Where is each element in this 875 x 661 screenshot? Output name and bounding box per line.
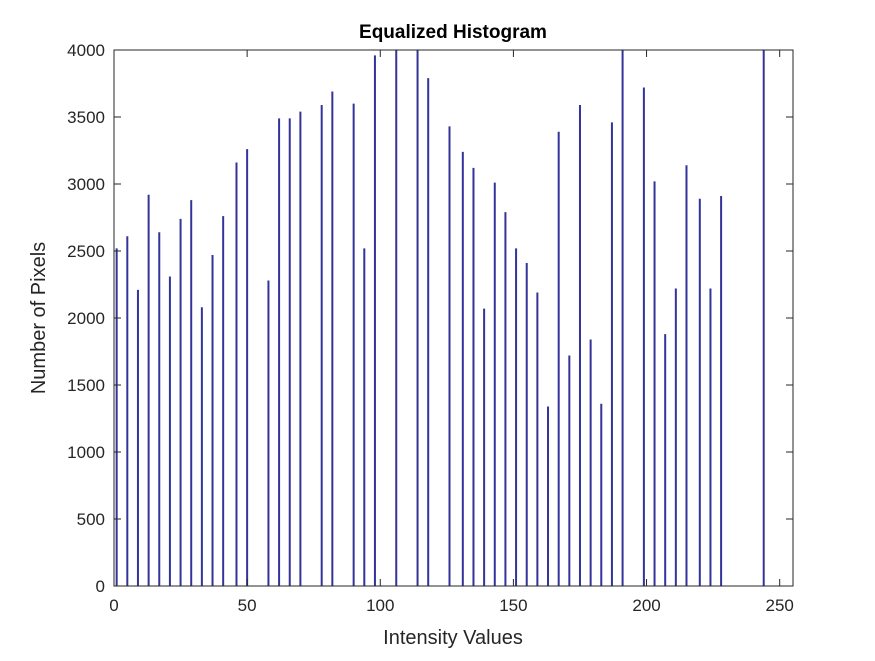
bars-group (115, 50, 765, 586)
x-tick-label: 0 (109, 596, 118, 615)
y-tick-label: 2500 (67, 242, 105, 261)
y-tick-label: 500 (77, 510, 105, 529)
y-tick-label: 3500 (67, 108, 105, 127)
y-tick-label: 4000 (67, 41, 105, 60)
x-tick-label: 250 (765, 596, 793, 615)
y-tick-label: 2000 (67, 309, 105, 328)
x-axis-label: Intensity Values (383, 627, 523, 649)
y-tick-label: 0 (96, 577, 105, 596)
y-tick-label: 1500 (67, 376, 105, 395)
x-tick-label: 150 (499, 596, 527, 615)
x-tick-label: 100 (366, 596, 394, 615)
x-tick-label: 50 (238, 596, 257, 615)
chart-title: Equalized Histogram (359, 22, 547, 43)
ticks-group (113, 49, 793, 587)
y-tick-labels: 0 500 1000 1500 2000 2500 3000 3500 4000 (67, 41, 105, 596)
y-tick-label: 3000 (67, 175, 105, 194)
x-tick-label: 200 (632, 596, 660, 615)
y-tick-label: 1000 (67, 443, 105, 462)
y-axis-label: Number of Pixels (28, 242, 50, 394)
x-tick-labels: 0 50 100 150 200 250 (109, 596, 794, 615)
plot-area-frame (113, 49, 794, 587)
